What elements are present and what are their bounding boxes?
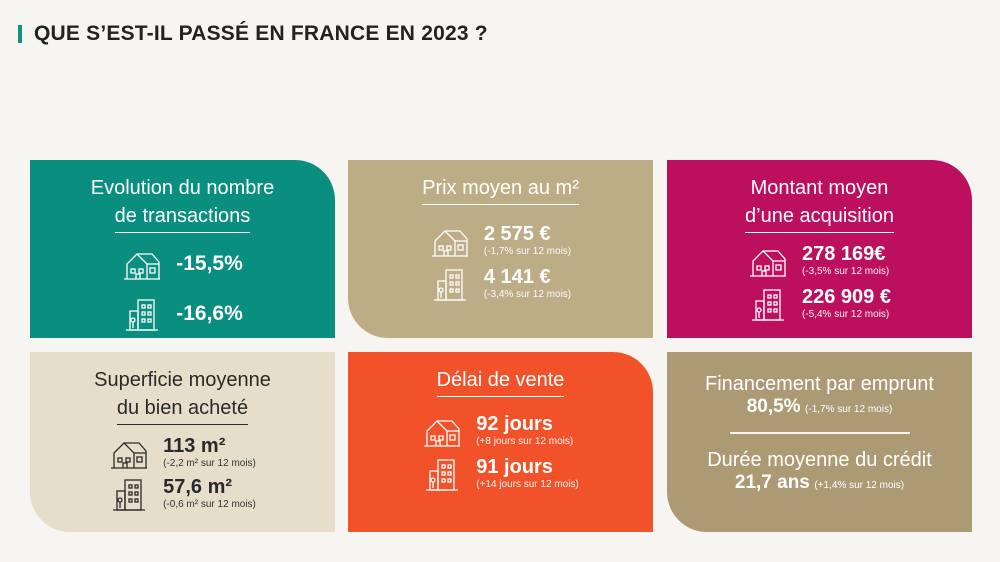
house-icon <box>122 247 162 281</box>
prix-house-value: 2 575 € <box>483 223 551 245</box>
montant-house-value: 278 169€ <box>802 243 886 265</box>
apartment-building-icon <box>430 267 470 301</box>
superficie-house-value: 113 m² <box>163 435 226 457</box>
delai-house-value: 92 jours <box>476 413 553 435</box>
financement-title: Financement par emprunt <box>704 373 934 395</box>
montant-apartment-change: (-5,4% sur 12 mois) <box>802 309 890 320</box>
house-icon <box>109 436 149 470</box>
card-prix-moyen: Prix moyen au m² 2 575 € (-1,7% sur 12 m… <box>348 160 653 338</box>
montant-apartment-value: 226 909 € <box>802 286 891 308</box>
card-title: Délai de vente <box>436 366 565 397</box>
title-accent-bar <box>18 25 22 43</box>
montant-apartment-row: 226 909 € (-5,4% sur 12 mois) <box>748 286 891 321</box>
card-title-line1: Superficie moyenne <box>94 369 271 391</box>
superficie-apartment-change: (-0,6 m² sur 12 mois) <box>163 499 256 510</box>
page-title: QUE S’EST-IL PASSÉ EN FRANCE EN 2023 ? <box>34 22 488 45</box>
prix-house-row: 2 575 € (-1,7% sur 12 mois) <box>430 223 571 258</box>
financement-change: (-1,7% sur 12 mois) <box>805 404 893 415</box>
house-icon <box>422 414 462 448</box>
delai-apartment-change: (+14 jours sur 12 mois) <box>476 479 579 490</box>
card-title: Montant moyen d’une acquisition <box>745 174 894 233</box>
card-delai-vente: Délai de vente 92 jours (+8 jours sur 12… <box>348 352 653 532</box>
card-title-line1: Montant moyen <box>750 177 889 199</box>
transactions-apartment-row: -16,6% <box>122 297 243 331</box>
apartment-building-icon <box>748 287 788 321</box>
delai-apartment-row: 91 jours (+14 jours sur 12 mois) <box>422 456 579 491</box>
transactions-house-value: -15,5% <box>176 252 243 275</box>
card-montant-moyen: Montant moyen d’une acquisition 278 169€… <box>667 160 972 338</box>
transactions-house-row: -15,5% <box>122 247 243 281</box>
duree-title: Durée moyenne du crédit <box>707 448 932 471</box>
delai-house-change: (+8 jours sur 12 mois) <box>476 436 574 447</box>
card-title-line1: Délai de vente <box>436 366 565 397</box>
financement-block: Financement par emprunt 80,5% (-1,7% sur… <box>705 372 934 418</box>
montant-house-change: (-3,5% sur 12 mois) <box>802 266 890 277</box>
montant-house-row: 278 169€ (-3,5% sur 12 mois) <box>748 243 891 278</box>
transactions-apartment-value: -16,6% <box>176 302 243 325</box>
card-title: Evolution du nombre de transactions <box>91 174 274 233</box>
house-icon <box>748 244 788 278</box>
divider <box>729 432 910 434</box>
card-financement: Financement par emprunt 80,5% (-1,7% sur… <box>667 352 972 532</box>
superficie-apartment-value: 57,6 m² <box>163 476 233 498</box>
prix-apartment-change: (-3,4% sur 12 mois) <box>483 289 572 300</box>
superficie-house-change: (-2,2 m² sur 12 mois) <box>163 458 256 469</box>
prix-house-change: (-1,7% sur 12 mois) <box>483 246 572 257</box>
financement-value: 80,5% <box>746 396 801 417</box>
superficie-house-row: 113 m² (-2,2 m² sur 12 mois) <box>109 435 256 470</box>
card-transactions: Evolution du nombre de transactions -15,… <box>30 160 335 338</box>
prix-apartment-value: 4 141 € <box>483 266 551 288</box>
house-icon <box>430 224 470 258</box>
superficie-apartment-row: 57,6 m² (-0,6 m² sur 12 mois) <box>109 476 256 511</box>
apartment-building-icon <box>122 297 162 331</box>
card-superficie: Superficie moyenne du bien acheté 113 m²… <box>30 352 335 532</box>
apartment-building-icon <box>109 477 149 511</box>
card-title-line2: du bien acheté <box>116 394 249 425</box>
financement-value-line: 80,5% (-1,7% sur 12 mois) <box>705 396 934 418</box>
card-title-line1: Evolution du nombre <box>90 177 275 199</box>
card-title-line2: d’une acquisition <box>745 202 894 233</box>
prix-apartment-row: 4 141 € (-3,4% sur 12 mois) <box>430 266 571 301</box>
duree-value: 21,7 ans <box>734 471 810 493</box>
card-title: Prix moyen au m² <box>422 174 579 205</box>
card-title-line2: de transactions <box>114 202 251 233</box>
duree-block: Durée moyenne du crédit 21,7 ans (+1,4% … <box>707 448 932 494</box>
card-title-line1: Prix moyen au m² <box>422 174 579 205</box>
delai-house-row: 92 jours (+8 jours sur 12 mois) <box>422 413 579 448</box>
delai-apartment-value: 91 jours <box>476 456 553 478</box>
duree-change: (+1,4% sur 12 mois) <box>814 479 905 491</box>
page-header: QUE S’EST-IL PASSÉ EN FRANCE EN 2023 ? <box>18 22 488 46</box>
duree-value-line: 21,7 ans (+1,4% sur 12 mois) <box>707 472 932 494</box>
apartment-building-icon <box>422 457 462 491</box>
card-title: Superficie moyenne du bien acheté <box>94 366 271 425</box>
